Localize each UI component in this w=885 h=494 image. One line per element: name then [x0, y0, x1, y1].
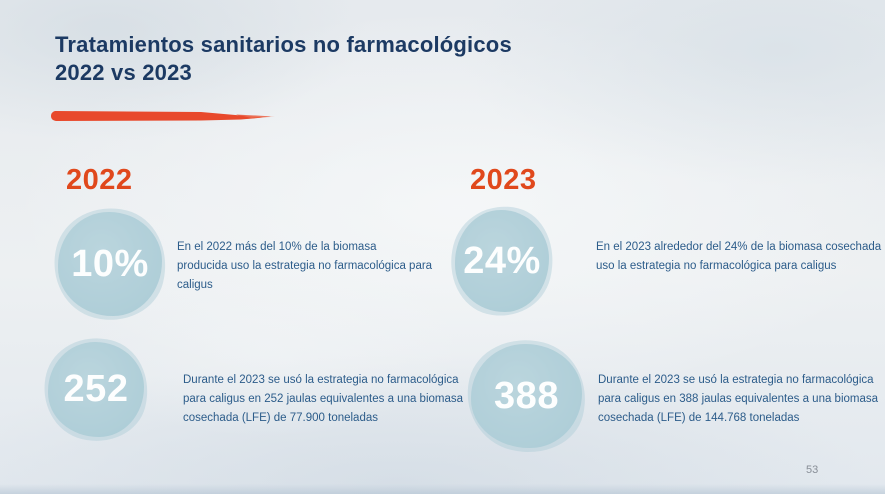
bottom-watercolor-band [0, 484, 885, 494]
stat-value-2023-cages: 388 [494, 374, 559, 417]
page-title-line2: 2022 vs 2023 [55, 60, 192, 85]
year-heading-2022: 2022 [66, 164, 133, 196]
stat-value-2023-biomass: 24% [463, 239, 541, 282]
stat-circle-2022-cages: 252 [48, 342, 144, 437]
brush-underline-icon [51, 111, 275, 121]
stat-value-2022-biomass: 10% [71, 242, 149, 285]
stat-description-2022-biomass: En el 2022 más del 10% de la biomasa pro… [177, 241, 433, 291]
stat-description-2023-cages: Durante el 2023 se usó la estrategia no … [598, 374, 879, 424]
stat-circle-2023-biomass: 24% [455, 210, 549, 312]
stat-circle-2023-cages: 388 [471, 344, 582, 448]
page-title-line1: Tratamientos sanitarios no farmacológico… [55, 32, 512, 57]
stat-value-2022-cages: 252 [63, 368, 129, 410]
stat-description-2023-biomass: En el 2023 alrededor del 24% de la bioma… [596, 241, 882, 272]
stat-description-2022-cages: Durante el 2023 se usó la estrategia no … [183, 374, 464, 424]
page-number: 53 [806, 464, 819, 476]
stat-circle-2022-biomass: 10% [58, 212, 162, 316]
page-title: Tratamientos sanitarios no farmacológico… [55, 31, 615, 87]
year-heading-2023: 2023 [470, 164, 537, 196]
